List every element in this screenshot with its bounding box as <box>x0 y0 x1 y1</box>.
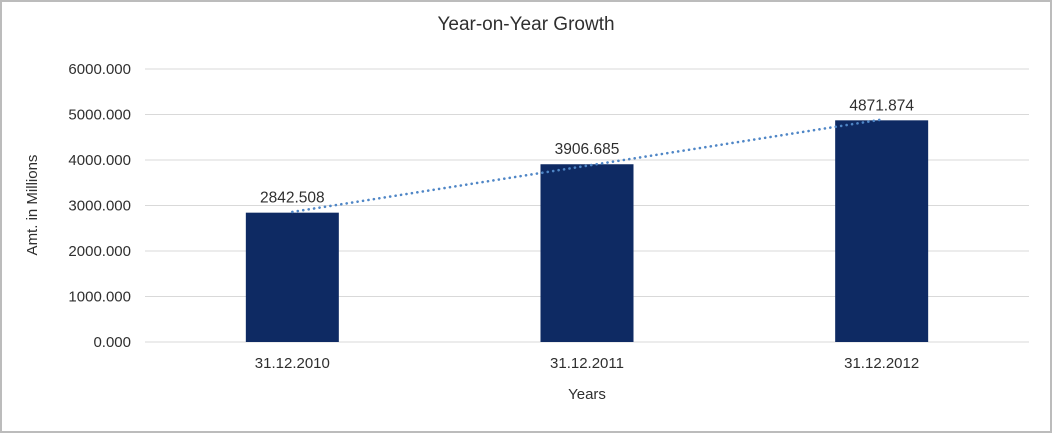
y-tick-label: 0.000 <box>93 334 131 351</box>
y-tick-label: 3000.000 <box>68 198 131 215</box>
x-tick-label: 31.12.2012 <box>844 355 919 372</box>
y-tick-label: 2000.000 <box>68 243 131 260</box>
y-tick-label: 4000.000 <box>68 152 131 169</box>
x-tick-label: 31.12.2010 <box>255 355 330 372</box>
bar-31.12.2010 <box>245 212 339 342</box>
bar-data-label: 2842.508 <box>260 190 325 207</box>
x-axis-title: Years <box>568 386 606 403</box>
x-tick-label: 31.12.2011 <box>550 355 624 372</box>
trendline <box>291 118 883 214</box>
y-tick-label: 6000.000 <box>68 61 131 78</box>
y-tick-label: 5000.000 <box>68 107 131 124</box>
bar-31.12.2012 <box>835 120 929 342</box>
bar-31.12.2011 <box>540 164 634 342</box>
y-tick-label: 1000.000 <box>68 289 131 306</box>
bar-data-label: 3906.685 <box>555 141 620 158</box>
bar-data-label: 4871.874 <box>849 97 914 114</box>
chart-title: Year-on-Year Growth <box>437 14 615 35</box>
